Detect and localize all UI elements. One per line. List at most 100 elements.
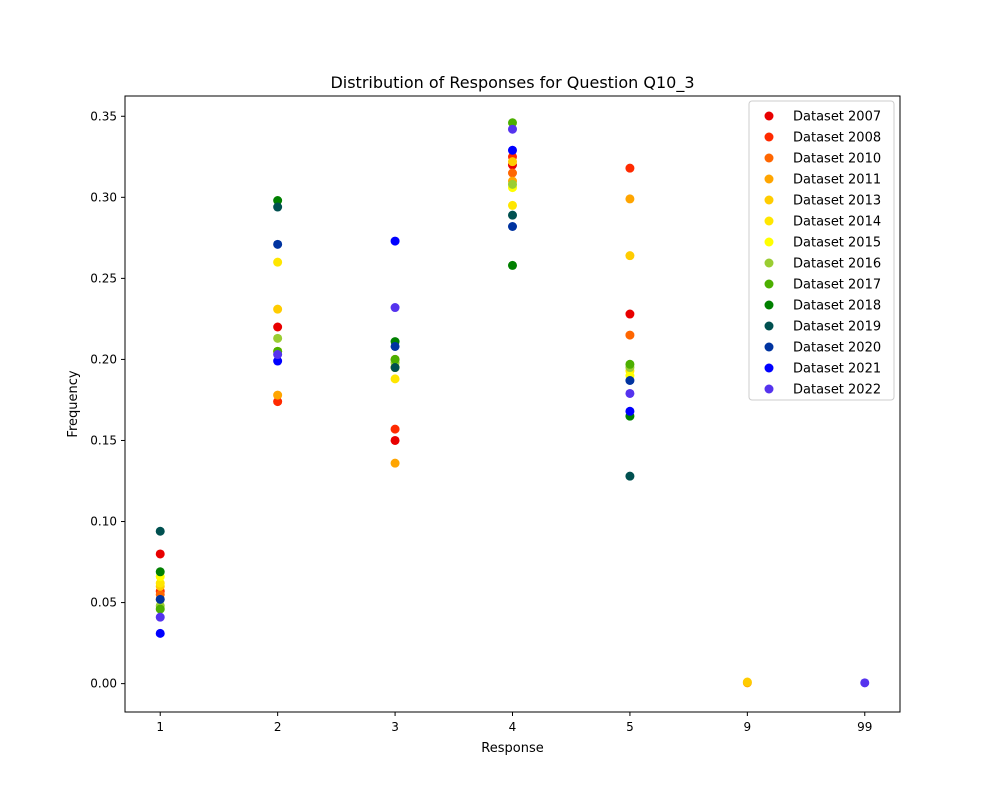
x-axis-ticks: 1 2 3 4 5 9 99 — [156, 712, 872, 734]
legend-entries: Dataset 2007 Dataset 2008 Dataset 2010 Data… — [764, 110, 881, 398]
data-point — [625, 163, 635, 173]
legend-marker — [764, 132, 774, 142]
y-tick-label: 0.15 — [90, 433, 117, 447]
legend-marker — [764, 384, 774, 394]
data-point — [390, 435, 400, 445]
legend-marker — [764, 216, 774, 226]
data-point — [273, 397, 283, 407]
data-point — [508, 260, 517, 270]
legend-label: Dataset 2008 — [793, 131, 881, 146]
y-tick-label: 0.10 — [90, 515, 117, 529]
x-tick-label: 5 — [626, 720, 634, 734]
series-dataset-2021 — [155, 145, 635, 638]
legend-marker — [764, 321, 774, 331]
x-tick-label: 9 — [744, 720, 752, 734]
legend-label: Dataset 2017 — [793, 278, 881, 293]
x-tick-label: 99 — [857, 720, 872, 734]
legend-label: Dataset 2010 — [793, 152, 881, 167]
series-dataset-2017 — [155, 118, 635, 614]
data-point — [155, 578, 165, 588]
legend-label: Dataset 2022 — [793, 383, 881, 398]
legend-marker — [764, 153, 774, 163]
data-point — [273, 196, 283, 206]
data-point — [273, 350, 283, 360]
data-point — [742, 677, 752, 687]
data-point — [508, 210, 517, 220]
y-tick-label: 0.05 — [90, 596, 117, 610]
legend: Dataset 2007 Dataset 2008 Dataset 2010 Data… — [748, 100, 895, 401]
data-point — [155, 604, 165, 614]
data-point — [390, 236, 400, 246]
x-tick-label: 1 — [156, 720, 164, 734]
legend-marker — [764, 258, 774, 268]
data-point — [390, 374, 400, 384]
legend-label: Dataset 2011 — [793, 173, 881, 188]
legend-label: Dataset 2020 — [793, 341, 881, 356]
data-point — [625, 359, 635, 369]
chart-title: Distribution of Responses for Question Q… — [330, 73, 694, 93]
data-point — [625, 194, 635, 204]
x-tick-label: 2 — [274, 720, 282, 734]
x-tick-label: 4 — [509, 720, 517, 734]
data-point — [273, 356, 283, 366]
series-dataset-2020 — [155, 221, 635, 604]
data-point — [625, 388, 635, 398]
y-tick-label: 0.25 — [90, 271, 117, 285]
y-tick-label: 0.20 — [90, 352, 117, 366]
legend-label: Dataset 2018 — [793, 299, 881, 314]
y-tick-label: 0.30 — [90, 190, 117, 204]
data-point — [273, 239, 283, 249]
data-point — [273, 390, 283, 400]
legend-marker — [764, 342, 774, 352]
data-point — [390, 424, 400, 434]
y-axis-label: Frequency — [66, 370, 81, 437]
data-point — [390, 458, 400, 468]
data-point — [625, 309, 635, 319]
data-point — [508, 168, 517, 178]
legend-label: Dataset 2019 — [793, 320, 881, 335]
series-dataset-2022 — [155, 124, 870, 688]
data-point — [625, 375, 635, 385]
data-point — [155, 567, 165, 577]
data-point — [155, 549, 165, 559]
data-point — [273, 322, 283, 332]
data-point — [390, 354, 400, 364]
legend-label: Dataset 2021 — [793, 362, 881, 377]
y-tick-label: 0.35 — [90, 109, 117, 123]
x-tick-label: 3 — [391, 720, 399, 734]
data-point — [508, 179, 517, 189]
legend-label: Dataset 2013 — [793, 194, 881, 209]
data-point — [508, 118, 517, 128]
data-point — [508, 157, 517, 167]
legend-label: Dataset 2014 — [793, 215, 881, 230]
legend-label: Dataset 2007 — [793, 110, 881, 125]
data-point — [273, 333, 283, 343]
data-point — [155, 526, 165, 536]
legend-box — [748, 100, 895, 401]
y-tick-label: 0.00 — [90, 677, 117, 691]
data-point — [155, 594, 165, 604]
data-point — [508, 221, 517, 231]
data-point — [390, 303, 400, 313]
legend-label: Dataset 2016 — [793, 257, 881, 272]
data-point — [273, 202, 283, 212]
legend-label: Dataset 2015 — [793, 236, 881, 251]
data-point — [155, 612, 165, 622]
y-axis-ticks: 0.00 0.05 0.10 0.15 0.20 0.25 0.30 0.35 — [90, 109, 125, 691]
data-point — [390, 341, 400, 351]
data-point — [390, 363, 400, 373]
data-point — [508, 124, 517, 134]
plot-marks — [155, 118, 870, 688]
legend-marker — [764, 111, 774, 121]
data-point — [273, 304, 283, 314]
data-point — [625, 471, 635, 481]
x-axis-label: Response — [481, 741, 543, 756]
data-point — [508, 145, 517, 155]
series-dataset-2019 — [155, 202, 635, 536]
data-point — [273, 257, 283, 267]
legend-marker — [764, 363, 774, 373]
data-point — [625, 330, 635, 340]
legend-marker — [764, 279, 774, 289]
data-point — [625, 406, 635, 416]
